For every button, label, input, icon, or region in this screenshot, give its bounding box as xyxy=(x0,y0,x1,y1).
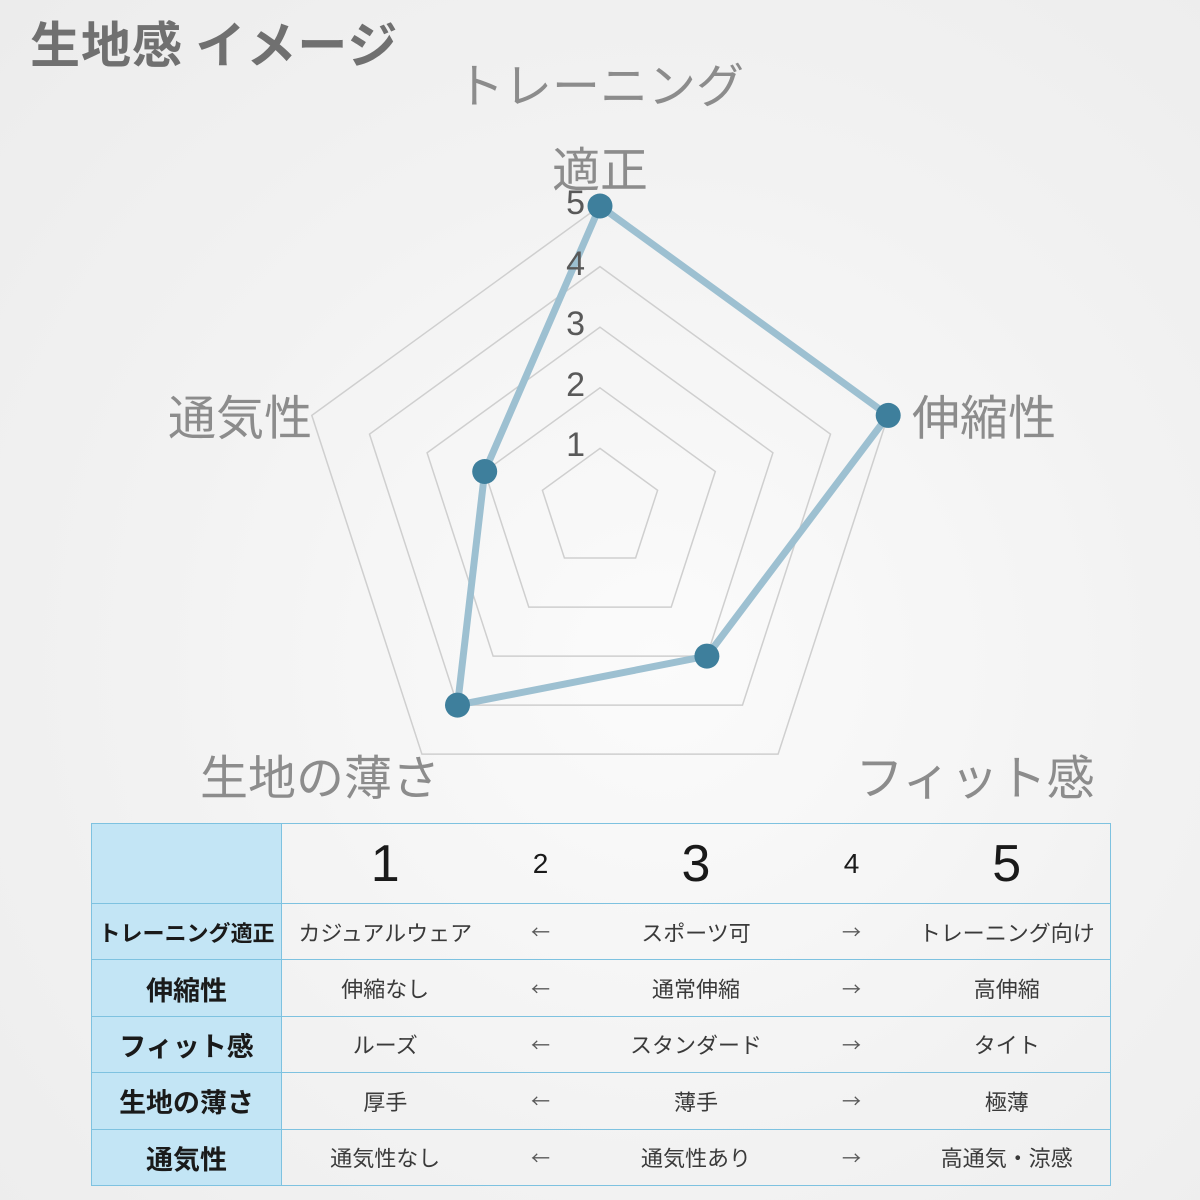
svg-text:4: 4 xyxy=(566,245,585,283)
svg-text:2: 2 xyxy=(566,366,585,404)
svg-text:3: 3 xyxy=(566,305,585,343)
svg-text:1: 1 xyxy=(566,426,585,464)
